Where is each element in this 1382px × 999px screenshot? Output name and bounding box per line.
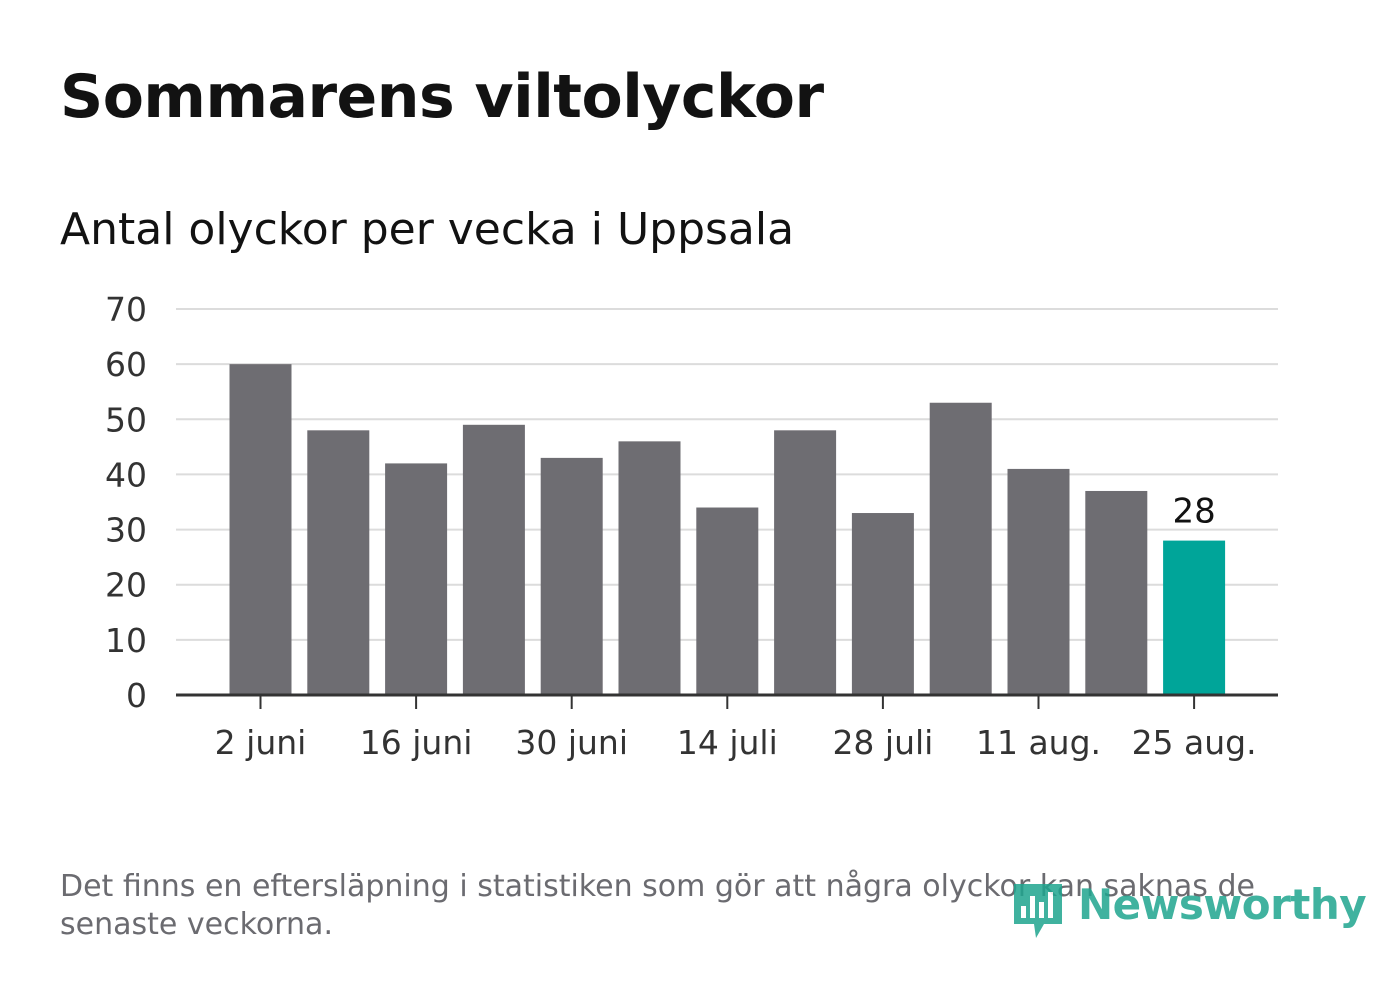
bar (229, 364, 292, 695)
bar (696, 507, 759, 695)
y-tick-label: 10 (105, 621, 147, 660)
bar (1163, 540, 1226, 695)
logo-text: Newsworthy (1078, 880, 1367, 929)
bar (385, 463, 448, 695)
bar (462, 424, 525, 695)
y-tick-label: 70 (105, 290, 147, 329)
y-tick-label: 60 (105, 345, 147, 384)
bar (929, 402, 992, 695)
y-tick-label: 20 (105, 566, 147, 605)
x-tick-label: 11 aug. (976, 723, 1101, 762)
bar (851, 513, 914, 695)
bar (307, 430, 370, 695)
x-tick-label: 14 juli (677, 723, 778, 762)
y-tick-label: 40 (105, 455, 147, 494)
x-tick-label: 30 juni (515, 723, 628, 762)
bar-chart-pin-icon (1014, 884, 1062, 938)
chart-subtitle: Antal olyckor per vecka i Uppsala (60, 204, 795, 255)
newsworthy-logo: Newsworthy (1010, 876, 1367, 942)
x-tick-label: 16 juni (360, 723, 473, 762)
bar (1007, 468, 1070, 695)
y-tick-label: 30 (105, 511, 147, 550)
x-tick-label: 2 juni (215, 723, 307, 762)
y-tick-label: 50 (105, 400, 147, 439)
chart-title: Sommarens viltolyckor (60, 62, 824, 132)
bar (774, 430, 837, 695)
y-tick-label: 0 (126, 676, 147, 715)
bar (1085, 490, 1148, 695)
x-tick-label: 25 aug. (1132, 723, 1257, 762)
data-label: 28 (1172, 492, 1215, 532)
x-tick-label: 28 juli (832, 723, 933, 762)
bar (618, 441, 681, 695)
bar (540, 457, 603, 695)
